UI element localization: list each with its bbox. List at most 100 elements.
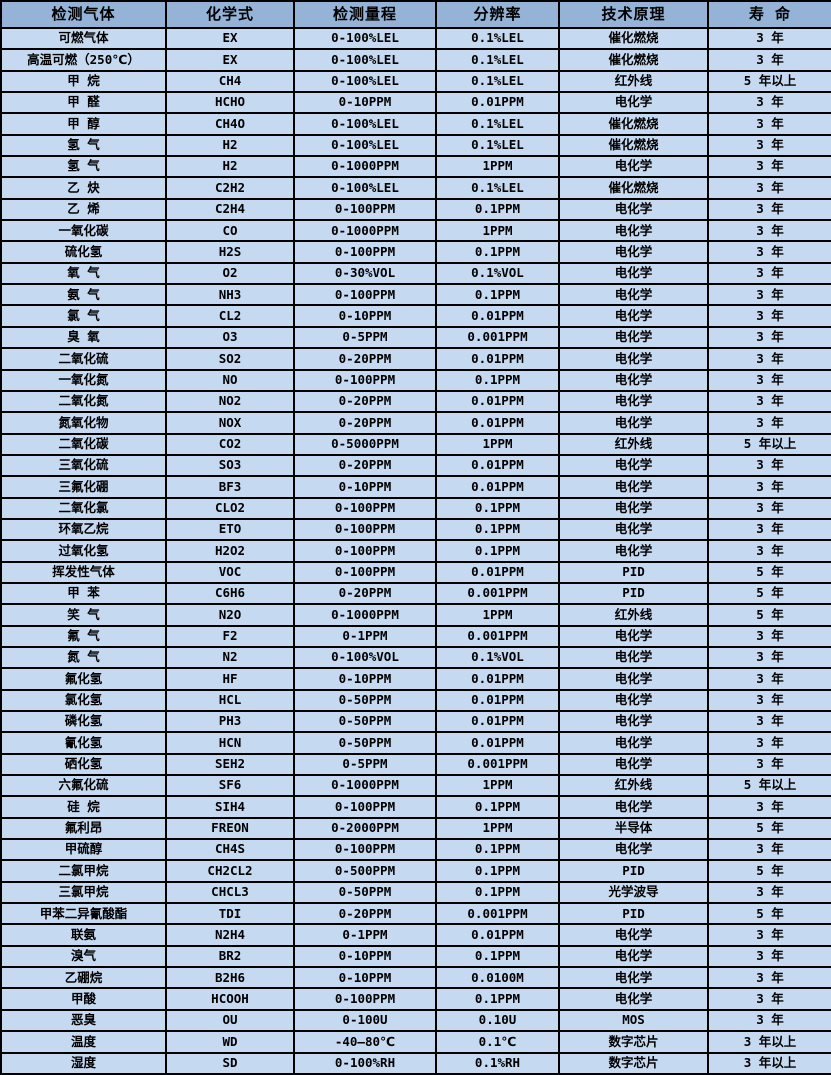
table-row: 三氧化硫 SO3 0-20PPM 0.01PPM 电化学 3 年 (0, 453, 831, 478)
table-row: 氨 气 NH3 0-100PPM 0.1PPM 电化学 3 年 (0, 283, 831, 307)
table-row: 甲硫醇 CH4S 0-100PPM 0.1PPM 电化学 3 年 (0, 838, 831, 862)
cell-formula: C2H4 (165, 197, 295, 222)
cell-principle: 数字芯片 (558, 1051, 709, 1075)
cell-gas: 环氧乙烷 (0, 517, 167, 542)
cell-resolution: 0.01PPM (435, 347, 560, 371)
cell-range: 0-2000PPM (293, 816, 437, 841)
table-row: 甲 醇 CH4O 0-100%LEL 0.1%LEL 催化燃烧 3 年 (0, 112, 831, 136)
cell-formula: C6H6 (165, 581, 295, 606)
cell-formula: B2H6 (165, 966, 295, 990)
cell-lifespan: 3 年 (707, 645, 831, 670)
cell-range: 0-50PPM (293, 880, 437, 905)
cell-gas: 三氯甲烷 (0, 880, 167, 905)
cell-formula: HCN (165, 731, 295, 755)
cell-principle: 红外线 (558, 69, 709, 94)
cell-range: 0-20PPM (293, 411, 437, 435)
cell-lifespan: 3 年 (707, 347, 831, 371)
cell-range: 0-50PPM (293, 709, 437, 734)
cell-principle: 催化燃烧 (558, 26, 709, 51)
cell-formula: CL2 (165, 304, 295, 328)
cell-range: 0-1000PPM (293, 155, 437, 179)
cell-resolution: 0.1PPM (435, 240, 560, 264)
cell-resolution: 0.01PPM (435, 560, 560, 584)
cell-range: 0-100PPM (293, 517, 437, 542)
cell-principle: 电化学 (558, 645, 709, 670)
cell-resolution: 0.001PPM (435, 325, 560, 350)
cell-lifespan: 5 年以上 (707, 432, 831, 456)
cell-lifespan: 3 年 (707, 261, 831, 286)
cell-resolution: 0.1PPM (435, 517, 560, 542)
table-row: 联氨 N2H4 0-1PPM 0.01PPM 电化学 3 年 (0, 923, 831, 947)
cell-resolution: 0.1PPM (435, 838, 560, 862)
cell-principle: 电化学 (558, 624, 709, 648)
cell-gas: 湿度 (0, 1051, 167, 1075)
cell-formula: FREON (165, 816, 295, 841)
cell-resolution: 0.01PPM (435, 923, 560, 947)
table-row: 环氧乙烷 ETO 0-100PPM 0.1PPM 电化学 3 年 (0, 517, 831, 542)
cell-principle: 半导体 (558, 816, 709, 841)
cell-resolution: 0.1℃ (435, 1030, 560, 1054)
cell-lifespan: 3 年 (707, 496, 831, 520)
cell-gas: 笑 气 (0, 603, 167, 627)
cell-principle: PID (558, 859, 709, 883)
table-row: 挥发性气体 VOC 0-100PPM 0.01PPM PID 5 年 (0, 560, 831, 584)
cell-formula: ETO (165, 517, 295, 542)
cell-resolution: 0.01PPM (435, 453, 560, 478)
cell-lifespan: 3 年 (707, 688, 831, 713)
cell-range: 0-100PPM (293, 838, 437, 862)
cell-gas: 硅 烷 (0, 795, 167, 819)
cell-lifespan: 3 年 (707, 795, 831, 819)
cell-principle: 电化学 (558, 966, 709, 990)
table-row: 硅 烷 SIH4 0-100PPM 0.1PPM 电化学 3 年 (0, 795, 831, 819)
cell-lifespan: 3 年 (707, 197, 831, 222)
cell-resolution: 0.1PPM (435, 944, 560, 969)
cell-lifespan: 3 年 (707, 133, 831, 158)
cell-principle: 电化学 (558, 219, 709, 243)
table-row: 氮 气 N2 0-100%VOL 0.1%VOL 电化学 3 年 (0, 645, 831, 670)
cell-principle: PID (558, 902, 709, 926)
cell-range: 0-1PPM (293, 923, 437, 947)
cell-lifespan: 3 年 (707, 155, 831, 179)
cell-formula: HCHO (165, 91, 295, 115)
table-row: 溴气 BR2 0-10PPM 0.1PPM 电化学 3 年 (0, 944, 831, 969)
table-row: 氧 气 O2 0-30%VOL 0.1%VOL 电化学 3 年 (0, 261, 831, 286)
cell-gas: 一氧化氮 (0, 368, 167, 392)
cell-gas: 氟化氢 (0, 667, 167, 691)
cell-range: 0-5PPM (293, 752, 437, 777)
cell-formula: O3 (165, 325, 295, 350)
cell-gas: 甲 苯 (0, 581, 167, 606)
cell-resolution: 0.1PPM (435, 539, 560, 563)
cell-lifespan: 5 年以上 (707, 69, 831, 94)
cell-principle: 电化学 (558, 347, 709, 371)
cell-gas: 甲 醇 (0, 112, 167, 136)
cell-range: 0-20PPM (293, 581, 437, 606)
cell-range: 0-100%VOL (293, 645, 437, 670)
table-row: 一氧化氮 NO 0-100PPM 0.1PPM 电化学 3 年 (0, 368, 831, 392)
cell-formula: BR2 (165, 944, 295, 969)
cell-range: 0-5000PPM (293, 432, 437, 456)
cell-principle: 电化学 (558, 240, 709, 264)
column-header-resolution: 分辨率 (435, 0, 560, 29)
cell-formula: SD (165, 1051, 295, 1075)
cell-principle: 电化学 (558, 731, 709, 755)
table-row: 氰化氢 HCN 0-50PPM 0.01PPM 电化学 3 年 (0, 731, 831, 755)
cell-principle: 电化学 (558, 752, 709, 777)
cell-resolution: 0.01PPM (435, 688, 560, 713)
cell-gas: 氟利昂 (0, 816, 167, 841)
cell-range: 0-50PPM (293, 731, 437, 755)
cell-gas: 硫化氢 (0, 240, 167, 264)
cell-lifespan: 3 年 (707, 1008, 831, 1033)
cell-range: 0-20PPM (293, 389, 437, 414)
table-row: 氟化氢 HF 0-10PPM 0.01PPM 电化学 3 年 (0, 667, 831, 691)
cell-range: 0-100PPM (293, 197, 437, 222)
cell-resolution: 0.01PPM (435, 709, 560, 734)
cell-formula: CH4 (165, 69, 295, 94)
cell-resolution: 1PPM (435, 219, 560, 243)
cell-lifespan: 3 年 (707, 26, 831, 51)
cell-lifespan: 5 年 (707, 816, 831, 841)
cell-lifespan: 3 年 (707, 389, 831, 414)
cell-resolution: 0.1%LEL (435, 133, 560, 158)
cell-principle: 数字芯片 (558, 1030, 709, 1054)
cell-formula: C2H2 (165, 176, 295, 200)
cell-formula: O2 (165, 261, 295, 286)
